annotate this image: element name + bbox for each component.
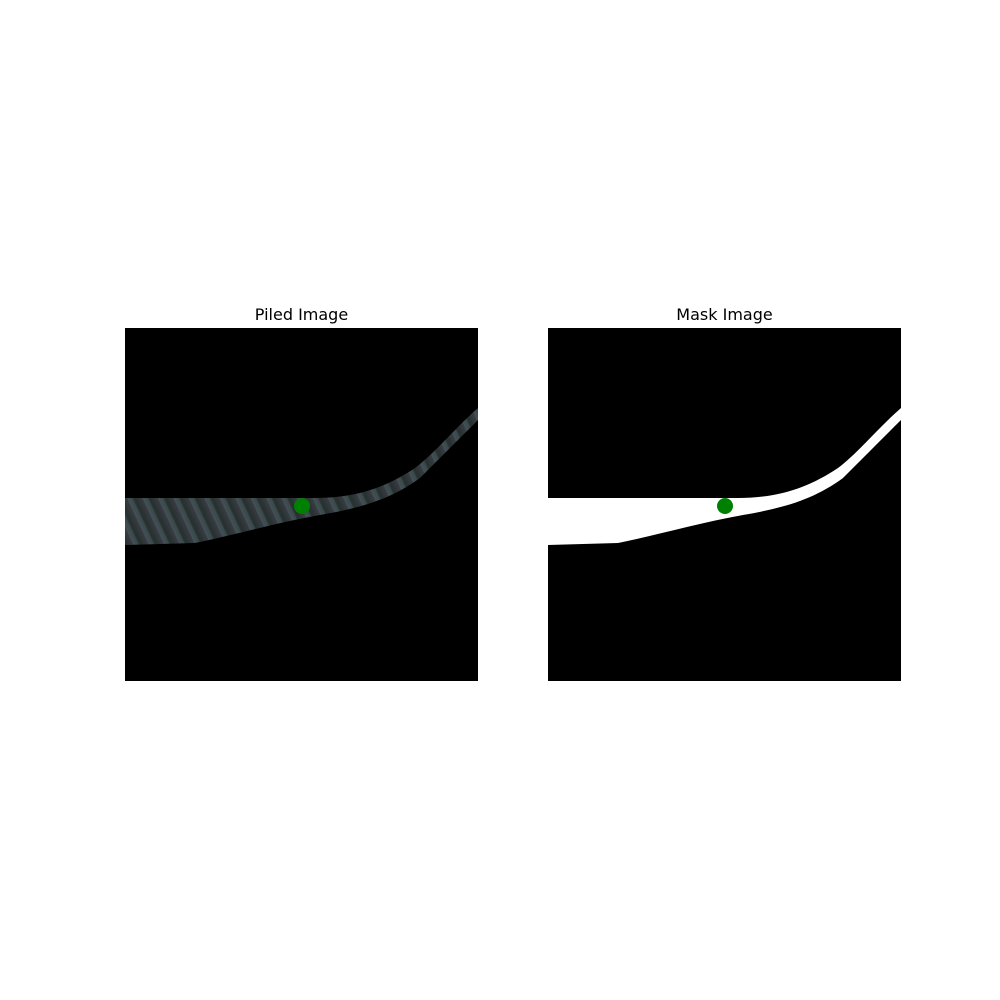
- mask-image-title: Mask Image: [676, 305, 773, 324]
- piled-image-title: Piled Image: [254, 305, 349, 324]
- mask-image-canvas: [548, 408, 901, 545]
- mask-point-marker-icon: [717, 498, 733, 514]
- piled-image-panel: [125, 328, 478, 681]
- piled-point-marker-icon: [294, 498, 310, 514]
- piled-object-shape: [125, 408, 478, 545]
- mask-image-panel: [548, 328, 901, 681]
- piled-image-canvas: [125, 408, 478, 545]
- mask-shape: [548, 408, 901, 545]
